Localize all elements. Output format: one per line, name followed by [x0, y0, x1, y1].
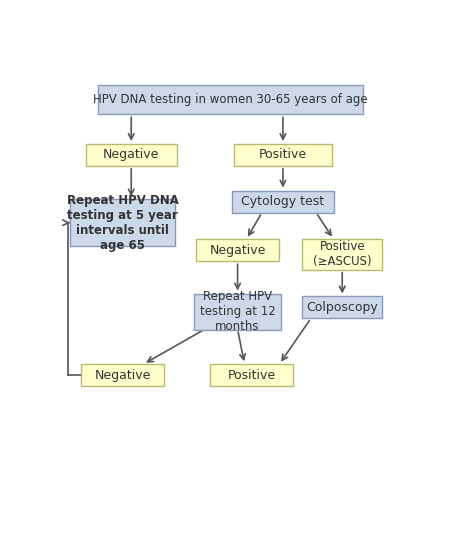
FancyBboxPatch shape — [81, 364, 164, 386]
FancyBboxPatch shape — [70, 200, 175, 246]
Text: Positive: Positive — [228, 368, 275, 382]
Text: Repeat HPV DNA
testing at 5 year
intervals until
age 65: Repeat HPV DNA testing at 5 year interva… — [67, 194, 179, 252]
Text: Positive
(≥ASCUS): Positive (≥ASCUS) — [313, 240, 372, 268]
FancyBboxPatch shape — [234, 144, 332, 166]
Text: Negative: Negative — [103, 148, 159, 162]
FancyBboxPatch shape — [232, 190, 333, 212]
Text: Colposcopy: Colposcopy — [306, 301, 378, 314]
Text: HPV DNA testing in women 30-65 years of age: HPV DNA testing in women 30-65 years of … — [93, 94, 368, 106]
FancyBboxPatch shape — [98, 85, 363, 114]
Text: Negative: Negative — [209, 244, 266, 257]
Text: Cytology test: Cytology test — [241, 195, 324, 208]
Text: Positive: Positive — [259, 148, 307, 162]
FancyBboxPatch shape — [196, 239, 279, 261]
FancyBboxPatch shape — [302, 296, 382, 318]
FancyBboxPatch shape — [86, 144, 176, 166]
FancyBboxPatch shape — [210, 364, 293, 386]
FancyBboxPatch shape — [194, 294, 281, 329]
FancyBboxPatch shape — [302, 239, 382, 270]
Text: Repeat HPV
testing at 12
months: Repeat HPV testing at 12 months — [200, 290, 275, 333]
Text: Negative: Negative — [94, 368, 151, 382]
